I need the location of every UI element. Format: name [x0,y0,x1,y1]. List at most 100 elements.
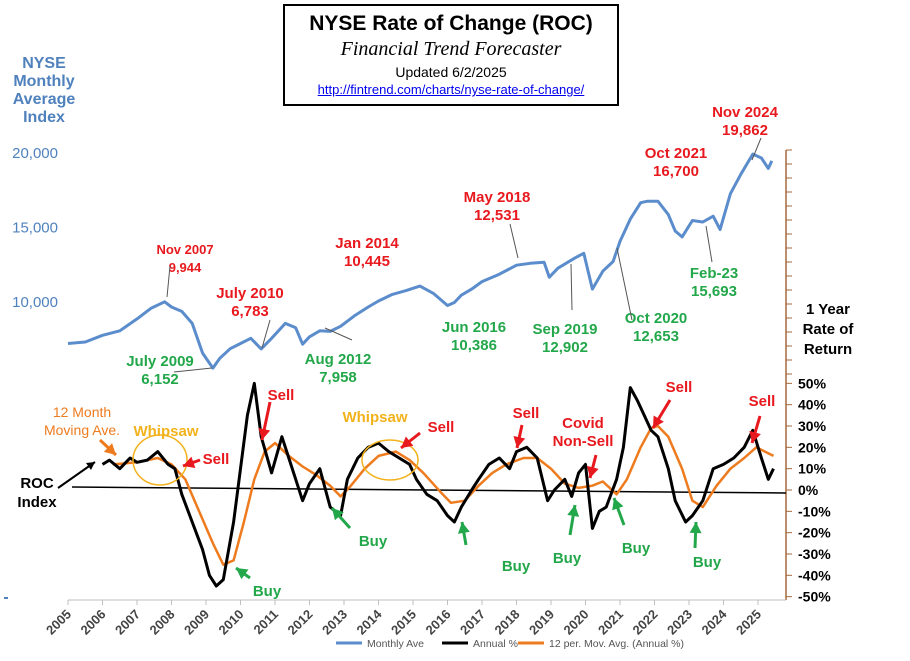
annotation-feb23: 15,693 [691,283,737,300]
annotation-feb23: Feb-23 [690,265,738,282]
right-axis-tick-label: 20% [798,439,827,455]
roc-index-label: Index [17,494,57,511]
x-axis-tick-label: 2013 [319,607,350,638]
x-axis-tick-label: 2006 [78,607,109,638]
right-axis-tick-label: 0% [798,482,819,498]
left-axis-tick-label: 10,000 [12,294,58,311]
chart-subtitle: Financial Trend Forecaster [340,38,562,60]
annotation-sell1: Sell [203,451,230,468]
annotation-july2009: 6,152 [141,371,179,388]
x-axis-tick-label: 2015 [388,607,419,638]
annotation-whipsaw1: Whipsaw [133,423,198,440]
roc-index-label: ROC [20,475,54,492]
buy-arrow-head [332,508,344,521]
annotation-oct2020: Oct 2020 [625,310,688,327]
annotation-may2018: 12,531 [474,207,520,224]
annotation-sep2019: 12,902 [542,339,588,356]
annotation-buy6: Buy [693,554,722,571]
x-axis-tick-label: 2008 [147,607,178,638]
x-axis-tick-label: 2022 [630,607,661,638]
annotation-oct2020: 12,653 [633,328,679,345]
updated-date: Updated 6/2/2025 [395,64,507,80]
right-axis-tick-label: 30% [798,418,827,434]
left-axis-tick-label: 20,000 [12,145,58,162]
annotation-july2010: 6,783 [231,303,269,320]
legend: Monthly Ave Annual % 12 per. Mov. Avg. (An… [336,638,684,650]
series-lines [67,152,775,588]
annotation-sell4: Sell [513,405,540,422]
annotation-oct2021: Oct 2021 [645,145,708,162]
right-axis-tick-label: -30% [798,546,831,562]
annotation-sell5: Sell [666,379,693,396]
whipsaw-ellipse [361,439,419,481]
right-axis-tick-label: -20% [798,525,831,541]
chart-title: NYSE Rate of Change (ROC) [309,12,593,35]
series-12-month-moving-average [112,424,775,566]
x-axis-tick-label: 2018 [492,607,523,638]
left-axis-tick-label: 15,000 [12,220,58,237]
sell-arrow-head [401,436,414,448]
legend-label: 12 per. Mov. Avg. (Annual %) [549,638,684,650]
annotation-nov2007: Nov 2007 [156,242,213,257]
series-annual-percent [101,381,775,588]
annotation-jan2014: Jan 2014 [335,235,399,252]
annotation-july2009: July 2009 [126,353,194,370]
annotation-sell2: Sell [268,387,295,404]
sell-arrow-head [653,415,664,428]
x-axis-tick-label: 2017 [457,607,488,638]
left-axis-title: Index [23,109,65,126]
annotation-connector [166,265,171,298]
buy-arrow-head [612,498,624,511]
annotation-sep2019: Sep 2019 [532,321,597,338]
x-axis-tick-label: 2020 [561,607,592,638]
annotation-jun2016: Jun 2016 [442,319,506,336]
left-axis-title: Monthly [13,73,74,90]
annotation-nov2024: 19,862 [722,122,768,139]
right-axis-tick-label: -50% [798,589,831,605]
right-axis-title: 1 Year [806,301,850,318]
x-axis-tick-label: 2009 [181,607,212,638]
annotation-connector [570,263,573,311]
series-monthly-ave [67,152,774,370]
right-axis-tick-label: -10% [798,503,831,519]
right-axis-tick-label: 50% [798,375,827,391]
annotation-ma12: 12 Month [53,404,111,420]
annotation-whipsaw2: Whipsaw [342,409,407,426]
right-axis-tick-label: 10% [798,461,827,477]
axes: 10,00015,00020,000NYSEMonthlyAverageInde… [4,55,854,638]
buy-arrow-head [689,522,702,534]
x-axis-tick-label: 2019 [526,607,557,638]
title-box: NYSE Rate of Change (ROC) Financial Tren… [283,4,619,106]
legend-label: Annual % [473,638,518,650]
annotation-jun2016: 10,386 [451,337,497,354]
annotation-buy2: Buy [359,533,388,550]
annotation-aug2012: Aug 2012 [305,351,372,368]
roc-index-arrowhead [86,462,95,470]
buy-arrow-head [236,568,249,580]
x-axis-tick-label: 2023 [664,607,695,638]
x-axis-tick-label: 2024 [699,606,731,638]
x-axis-tick-label: 2010 [216,607,247,638]
annotation-sell3: Sell [428,419,455,436]
x-axis-tick-label: 2025 [733,607,764,638]
sell-arrow-head [586,465,599,478]
annotation-covid: Non-Sell [553,433,614,450]
x-axis-tick-label: 2014 [354,606,386,638]
sell-arrow-head [258,427,271,440]
legend-label: Monthly Ave [367,638,424,650]
annotation-buy1: Buy [253,583,282,600]
x-axis-tick-label: 2007 [112,607,143,638]
buy-arrow-head [567,505,580,517]
annotation-sell6: Sell [749,393,776,410]
x-axis-tick-label: 2011 [251,607,282,638]
annotation-oct2021: 16,700 [653,163,699,180]
x-axis-tick-label: 2016 [423,607,454,638]
source-link[interactable]: http://fintrend.com/charts/nyse-rate-of-… [317,82,585,97]
left-axis-title: NYSE [22,55,66,72]
annotation-connector [261,319,271,349]
annotation-connector [509,223,519,259]
annotation-buy4: Buy [553,550,582,567]
annotation-nov2024: Nov 2024 [712,104,779,121]
